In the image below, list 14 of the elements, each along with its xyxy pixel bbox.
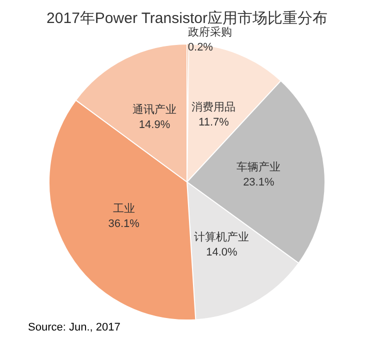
slice-label: 通讯产业: [132, 103, 177, 116]
data-label: 14.9%: [138, 119, 170, 132]
slice-label: 计算机产业: [194, 230, 250, 244]
slice-label: 政府采购: [188, 26, 232, 39]
data-label: 0.2%: [188, 42, 214, 54]
slice-label: 工业: [112, 202, 135, 215]
slice-label: 消费用品: [192, 100, 236, 114]
chart-title: 2017年Power Transistor应用市场比重分布: [46, 10, 328, 27]
data-label: 11.7%: [198, 116, 230, 129]
data-label: 14.0%: [206, 246, 238, 259]
source-note: Source: Jun., 2017: [28, 322, 120, 334]
data-label: 36.1%: [108, 218, 140, 230]
slice-label: 车辆产业: [236, 160, 281, 174]
data-label: 23.1%: [243, 176, 274, 188]
